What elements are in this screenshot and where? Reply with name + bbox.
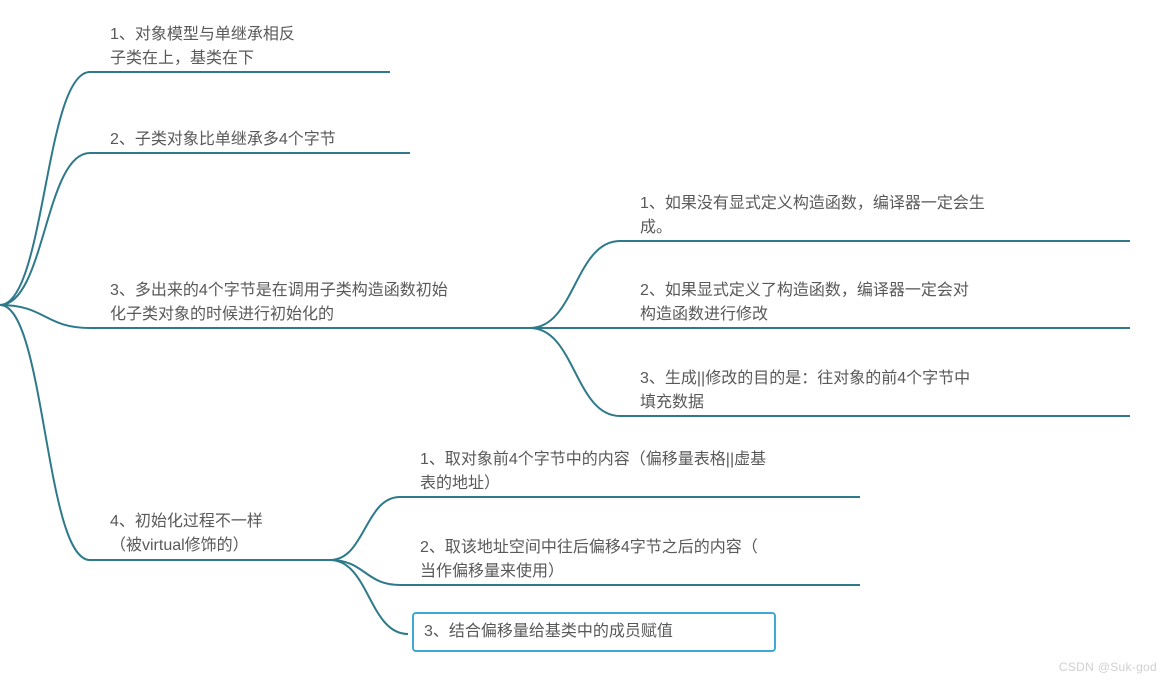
node-4a-line2: 表的地址）	[420, 475, 500, 492]
node-3b: 2、如果显式定义了构造函数，编译器一定会对 构造函数进行修改	[640, 279, 1130, 327]
node-3c: 3、生成||修改的目的是：往对象的前4个字节中 填充数据	[640, 367, 1130, 415]
node-2: 2、子类对象比单继承多4个字节	[110, 128, 410, 152]
node-3a-line2: 成。	[640, 219, 672, 236]
node-4-line1: 4、初始化过程不一样	[110, 513, 263, 530]
node-4b-line2: 当作偏移量来使用）	[420, 563, 564, 580]
node-4b: 2、取该地址空间中往后偏移4字节之后的内容（ 当作偏移量来使用）	[420, 536, 860, 584]
node-4-line2: （被virtual修饰的）	[110, 537, 249, 554]
node-3: 3、多出来的4个字节是在调用子类构造函数初始 化子类对象的时候进行初始化的	[110, 279, 530, 327]
node-4b-line1: 2、取该地址空间中往后偏移4字节之后的内容（	[420, 539, 758, 556]
node-4a-line1: 1、取对象前4个字节中的内容（偏移量表格||虚基	[420, 451, 766, 468]
node-2-text: 2、子类对象比单继承多4个字节	[110, 131, 336, 148]
node-3b-line2: 构造函数进行修改	[640, 306, 768, 323]
node-3a: 1、如果没有显式定义构造函数，编译器一定会生 成。	[640, 192, 1130, 240]
node-3c-line2: 填充数据	[640, 394, 704, 411]
node-1-line2: 子类在上，基类在下	[110, 50, 254, 67]
node-4a: 1、取对象前4个字节中的内容（偏移量表格||虚基 表的地址）	[420, 448, 860, 496]
node-3-line1: 3、多出来的4个字节是在调用子类构造函数初始	[110, 282, 448, 299]
node-4c-highlight: 3、结合偏移量给基类中的成员赋值	[412, 612, 776, 652]
node-1: 1、对象模型与单继承相反 子类在上，基类在下	[110, 23, 390, 71]
watermark: CSDN @Suk-god	[1059, 660, 1157, 674]
node-3b-line1: 2、如果显式定义了构造函数，编译器一定会对	[640, 282, 969, 299]
node-3a-line1: 1、如果没有显式定义构造函数，编译器一定会生	[640, 195, 985, 212]
node-4c-text: 3、结合偏移量给基类中的成员赋值	[424, 623, 673, 640]
node-3c-line1: 3、生成||修改的目的是：往对象的前4个字节中	[640, 370, 970, 387]
node-3-line2: 化子类对象的时候进行初始化的	[110, 306, 334, 323]
node-1-line1: 1、对象模型与单继承相反	[110, 26, 295, 43]
node-4: 4、初始化过程不一样 （被virtual修饰的）	[110, 510, 330, 558]
